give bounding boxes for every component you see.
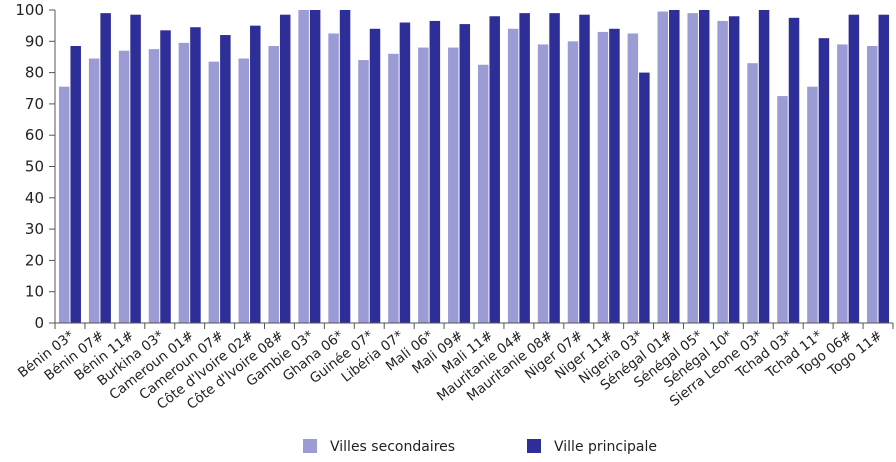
- y-tick-label: 90: [25, 32, 44, 50]
- bar-villes-secondaires: [837, 44, 848, 324]
- y-tick-label: 60: [25, 126, 44, 144]
- bar-ville-principale: [728, 16, 740, 323]
- bar-villes-secondaires: [58, 86, 70, 323]
- bar-ville-principale: [369, 28, 381, 324]
- y-tick-label: 40: [25, 189, 44, 207]
- bar-villes-secondaires: [777, 96, 788, 323]
- bar-villes-secondaires: [448, 47, 459, 324]
- legend-swatch-principal: [527, 439, 541, 453]
- bar-ville-principale: [669, 10, 680, 323]
- bar-villes-secondaires: [717, 20, 728, 323]
- bar-ville-principale: [399, 22, 411, 324]
- bar-ville-principale: [519, 13, 530, 323]
- bar-villes-secondaires: [597, 31, 609, 323]
- bar-ville-principale: [609, 28, 620, 324]
- bar-ville-principale: [788, 17, 800, 323]
- bar-ville-principale: [639, 72, 650, 323]
- bar-villes-secondaires: [148, 49, 160, 324]
- legend-label-principal: Ville principale: [554, 439, 657, 455]
- y-tick-label: 70: [25, 95, 44, 113]
- bar-villes-secondaires: [178, 42, 190, 324]
- bar-ville-principale: [339, 10, 351, 323]
- bar-villes-secondaires: [268, 46, 279, 323]
- bar-villes-secondaires: [388, 53, 399, 323]
- bar-villes-secondaires: [88, 58, 100, 323]
- bar-ville-principale: [130, 14, 141, 323]
- bar-villes-secondaires: [627, 33, 639, 323]
- bars: [58, 10, 890, 324]
- bar-villes-secondaires: [867, 46, 878, 323]
- bar-villes-secondaires: [747, 63, 758, 324]
- y-tick-label: 20: [25, 251, 44, 269]
- y-axis: 0 10 20 30 40 50 60 70 80 90 100: [15, 1, 56, 332]
- bar-villes-secondaires: [657, 11, 669, 324]
- bar-villes-secondaires: [477, 64, 489, 323]
- bar-villes-secondaires: [238, 58, 250, 323]
- bar-villes-secondaires: [328, 33, 339, 323]
- y-tick-label: 10: [25, 283, 44, 301]
- bar-ville-principale: [489, 16, 500, 323]
- legend: Villes secondaires Ville principale: [303, 439, 657, 455]
- bar-ville-principale: [309, 10, 321, 323]
- bar-villes-secondaires: [687, 13, 698, 323]
- bar-ville-principale: [429, 20, 441, 323]
- x-axis: Bénin 03*Bénin 07#Bénin 11#Burkina 03*Ca…: [15, 322, 894, 413]
- bar-ville-principale: [160, 30, 171, 324]
- bar-ville-principale: [818, 38, 830, 324]
- bar-villes-secondaires: [567, 41, 579, 324]
- bar-ville-principale: [698, 10, 710, 323]
- bar-ville-principale: [459, 24, 471, 324]
- bar-ville-principale: [758, 10, 770, 323]
- bar-ville-principale: [279, 14, 291, 323]
- y-tick-label: 100: [15, 1, 44, 19]
- bar-villes-secondaires: [208, 61, 220, 324]
- y-tick-label: 30: [25, 220, 44, 238]
- y-tick-label: 80: [25, 64, 44, 82]
- bar-villes-secondaires: [418, 47, 429, 324]
- bar-villes-secondaires: [807, 86, 818, 323]
- bar-villes-secondaires: [118, 50, 130, 323]
- bar-ville-principale: [250, 25, 261, 324]
- bar-ville-principale: [100, 13, 111, 323]
- bar-villes-secondaires: [358, 60, 369, 323]
- bar-ville-principale: [70, 46, 81, 323]
- bar-villes-secondaires: [537, 44, 549, 324]
- bar-ville-principale: [848, 14, 860, 323]
- bar-ville-principale: [220, 35, 231, 323]
- bar-villes-secondaires: [507, 28, 519, 324]
- legend-label-secondary: Villes secondaires: [330, 439, 455, 455]
- bar-ville-principale: [878, 14, 890, 323]
- legend-swatch-secondary: [303, 439, 317, 453]
- bar-ville-principale: [190, 27, 201, 323]
- bar-ville-principale: [579, 14, 590, 323]
- y-tick-label: 50: [25, 158, 44, 176]
- bar-villes-secondaires: [298, 10, 309, 323]
- bar-ville-principale: [549, 13, 560, 323]
- y-tick-label: 0: [34, 314, 44, 332]
